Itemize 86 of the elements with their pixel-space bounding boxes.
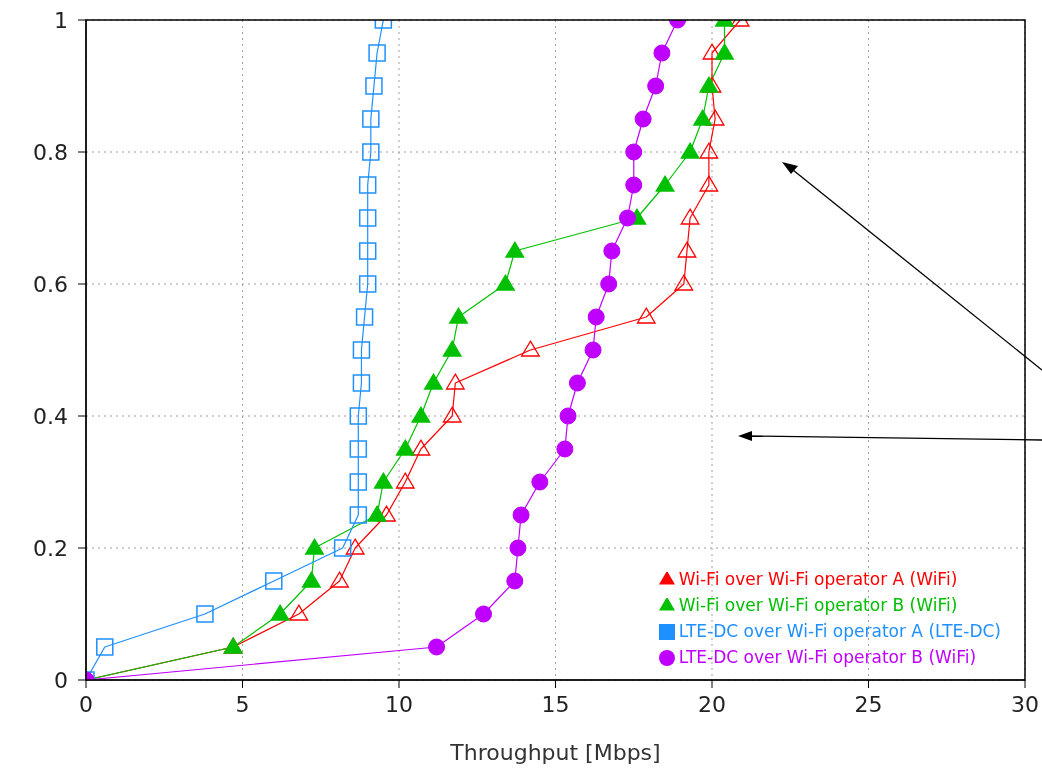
point	[345, 538, 365, 555]
point	[349, 506, 368, 524]
x-tick-label: 20	[698, 691, 726, 717]
point	[349, 407, 368, 425]
point	[625, 176, 643, 194]
point	[358, 176, 377, 194]
point	[358, 242, 377, 260]
point	[423, 373, 443, 390]
point	[677, 241, 697, 258]
y-tick-label: 0.8	[33, 139, 68, 165]
point	[587, 308, 605, 326]
legend-label: LTE-DC over Wi-Fi operator B (WiFi)	[678, 647, 977, 667]
y-tick-label: 1	[54, 7, 68, 33]
point	[506, 572, 524, 590]
point	[521, 340, 540, 357]
x-tick-label: 25	[854, 691, 883, 717]
point	[699, 142, 719, 159]
point	[352, 341, 371, 359]
point	[333, 539, 352, 557]
point	[365, 77, 383, 95]
point	[358, 275, 377, 293]
point	[505, 241, 525, 258]
point	[634, 110, 652, 128]
point	[603, 242, 621, 260]
y-tick-label: 0.2	[33, 535, 68, 561]
point	[301, 571, 321, 588]
point	[411, 406, 431, 423]
point	[373, 472, 393, 489]
point	[362, 110, 380, 128]
y-tick-label: 0.4	[33, 403, 68, 429]
point	[428, 638, 446, 656]
point	[330, 571, 349, 588]
point	[196, 605, 214, 623]
point	[680, 142, 700, 159]
point	[618, 209, 636, 227]
point	[559, 407, 577, 425]
x-tick-label: 5	[235, 691, 250, 717]
point	[600, 275, 618, 293]
y-tick-label: 0	[54, 667, 68, 693]
point	[715, 43, 734, 60]
point	[655, 175, 675, 192]
point	[556, 440, 574, 458]
point	[442, 340, 462, 357]
point	[647, 77, 665, 95]
point	[653, 44, 671, 62]
y-tick-label: 0.6	[33, 271, 68, 297]
point	[349, 473, 368, 491]
point	[512, 506, 530, 524]
point	[96, 638, 114, 656]
x-axis-title: Throughput [Mbps]	[449, 740, 661, 765]
point	[395, 472, 415, 489]
point	[625, 143, 643, 161]
legend-label: Wi-Fi over Wi-Fi operator A (WiFi)	[678, 569, 958, 589]
x-tick-label: 15	[541, 691, 570, 717]
point	[368, 44, 386, 62]
point	[305, 538, 324, 555]
point	[495, 274, 515, 291]
point	[680, 208, 700, 225]
point	[349, 440, 368, 458]
point	[358, 209, 377, 227]
point	[411, 439, 431, 456]
point	[362, 143, 380, 161]
x-tick-label: 0	[79, 691, 93, 717]
point	[265, 572, 283, 590]
x-tick-label: 30	[1011, 691, 1039, 717]
point	[636, 307, 656, 324]
point	[442, 406, 462, 423]
point	[699, 175, 719, 192]
legend-label: Wi-Fi over Wi-Fi operator B (WiFi)	[678, 595, 958, 615]
point	[449, 307, 468, 324]
point	[674, 274, 694, 291]
point	[352, 374, 371, 392]
point	[584, 341, 602, 359]
point	[509, 539, 527, 557]
point	[475, 605, 493, 623]
point	[445, 373, 465, 390]
point	[531, 473, 549, 491]
point	[395, 439, 415, 456]
point	[355, 308, 374, 326]
point	[367, 505, 387, 522]
legend-label: LTE-DC over Wi-Fi operator A (LTE-DC)	[678, 621, 1001, 641]
point	[568, 374, 586, 392]
point	[693, 109, 713, 126]
point	[270, 604, 290, 621]
point	[289, 604, 309, 621]
x-tick-label: 10	[385, 691, 413, 717]
